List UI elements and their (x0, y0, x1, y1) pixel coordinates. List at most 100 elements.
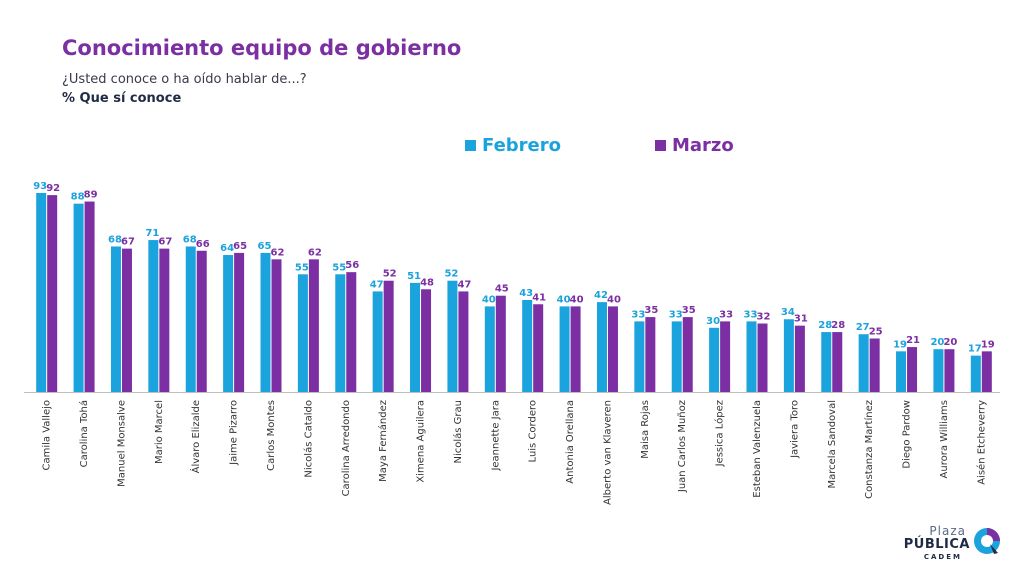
bar-marzo (832, 332, 843, 392)
data-label-febrero: 65 (258, 241, 272, 252)
data-label-marzo: 67 (158, 237, 172, 248)
legend-swatch-febrero (465, 140, 476, 151)
data-label-marzo: 35 (644, 305, 658, 316)
data-label-marzo: 47 (457, 279, 471, 290)
data-label-febrero: 40 (482, 294, 496, 305)
bar-febrero (110, 246, 121, 392)
bar-febrero (410, 282, 421, 392)
plaza-publica-logo: Plaza PÚBLICA CADEM (900, 524, 1010, 568)
data-label-febrero: 20 (930, 337, 944, 348)
legend-label-febrero: Febrero (482, 135, 561, 156)
data-label-febrero: 68 (108, 234, 122, 245)
data-label-febrero: 51 (407, 271, 421, 282)
bar-febrero (372, 291, 383, 392)
bar-marzo (907, 347, 918, 392)
data-label-febrero: 71 (145, 228, 159, 239)
category-label: Javiera Toro (789, 400, 800, 459)
data-label-febrero: 27 (856, 322, 870, 333)
bar-febrero (671, 321, 682, 392)
legend-label-marzo: Marzo (672, 135, 734, 156)
data-label-febrero: 42 (594, 290, 608, 301)
bar-febrero (559, 306, 570, 392)
cadem-logo-icon (974, 528, 1000, 554)
bar-febrero (634, 321, 645, 392)
bar-febrero (783, 319, 794, 392)
bar-marzo (495, 295, 506, 392)
data-label-marzo: 41 (532, 292, 546, 303)
data-label-marzo: 19 (981, 339, 995, 350)
data-label-febrero: 33 (631, 309, 645, 320)
data-label-febrero: 47 (370, 279, 384, 290)
data-label-febrero: 55 (295, 262, 309, 273)
bar-marzo (869, 338, 880, 392)
category-label: Aurora Williams (939, 400, 950, 478)
data-label-marzo: 67 (121, 237, 135, 248)
bar-febrero (596, 302, 607, 392)
data-label-marzo: 62 (271, 247, 285, 258)
bar-febrero (858, 334, 869, 392)
bar-marzo (234, 252, 245, 392)
category-label: Luis Cordero (528, 400, 539, 462)
data-label-marzo: 35 (682, 305, 696, 316)
category-label: Jeannette Jara (490, 400, 501, 472)
bar-febrero (821, 332, 832, 392)
data-label-febrero: 33 (669, 309, 683, 320)
bar-marzo (383, 280, 394, 392)
bar-marzo (346, 272, 357, 392)
bar-marzo (121, 248, 132, 392)
bar-marzo (981, 351, 992, 392)
bar-febrero (260, 252, 271, 392)
bar-marzo (458, 291, 469, 392)
bar-marzo (607, 306, 618, 392)
data-label-marzo: 31 (794, 314, 808, 325)
category-label: Ximena Aguilera (416, 400, 427, 483)
data-label-marzo: 33 (719, 309, 733, 320)
data-label-marzo: 28 (831, 320, 845, 331)
chart-subtitle: ¿Usted conoce o ha oído hablar de...? (62, 72, 307, 87)
data-label-marzo: 92 (46, 183, 60, 194)
bar-febrero (970, 355, 981, 392)
bar-marzo (944, 349, 955, 392)
legend-swatch-marzo (655, 140, 666, 151)
category-label: Alberto van Klaveren (602, 400, 613, 505)
category-label: Álvaro Elizalde (189, 400, 202, 473)
data-label-febrero: 30 (706, 316, 720, 327)
data-label-marzo: 56 (345, 260, 359, 271)
bar-febrero (297, 274, 308, 392)
bar-marzo (757, 323, 768, 392)
category-label: Jaime Pizarro (229, 400, 240, 466)
data-label-marzo: 65 (233, 241, 247, 252)
category-label: Camila Vallejo (42, 400, 53, 471)
data-label-febrero: 43 (519, 288, 533, 299)
data-label-febrero: 17 (968, 344, 982, 355)
bar-febrero (522, 299, 533, 392)
data-label-marzo: 48 (420, 277, 434, 288)
legend-entry-marzo: Marzo (655, 135, 734, 156)
chart-title: Conocimiento equipo de gobierno (62, 36, 462, 60)
bar-febrero (73, 203, 84, 392)
data-label-marzo: 20 (943, 337, 957, 348)
category-label: Diego Pardow (902, 400, 913, 469)
category-label: Maisa Rojas (640, 400, 651, 459)
category-label: Nicolás Grau (452, 400, 464, 464)
bar-marzo (682, 317, 693, 392)
bar-febrero (223, 255, 234, 392)
bar-febrero (746, 321, 757, 392)
data-label-febrero: 34 (781, 307, 795, 318)
logo-text-publica: PÚBLICA (903, 537, 970, 552)
data-label-marzo: 62 (308, 247, 322, 258)
category-label: Mario Marcel (154, 400, 165, 464)
bar-febrero (896, 351, 907, 392)
bar-febrero (447, 280, 458, 392)
data-label-febrero: 93 (33, 181, 47, 192)
category-label: Carolina Tohá (78, 400, 90, 467)
data-label-marzo: 21 (906, 335, 920, 346)
data-label-febrero: 19 (893, 339, 907, 350)
data-label-febrero: 33 (744, 309, 758, 320)
bar-febrero (148, 240, 159, 392)
data-label-febrero: 64 (220, 243, 234, 254)
data-label-marzo: 40 (607, 294, 621, 305)
bar-marzo (47, 195, 58, 392)
logo-text-plaza: Plaza (929, 524, 966, 538)
category-label: Carlos Montes (266, 400, 277, 471)
